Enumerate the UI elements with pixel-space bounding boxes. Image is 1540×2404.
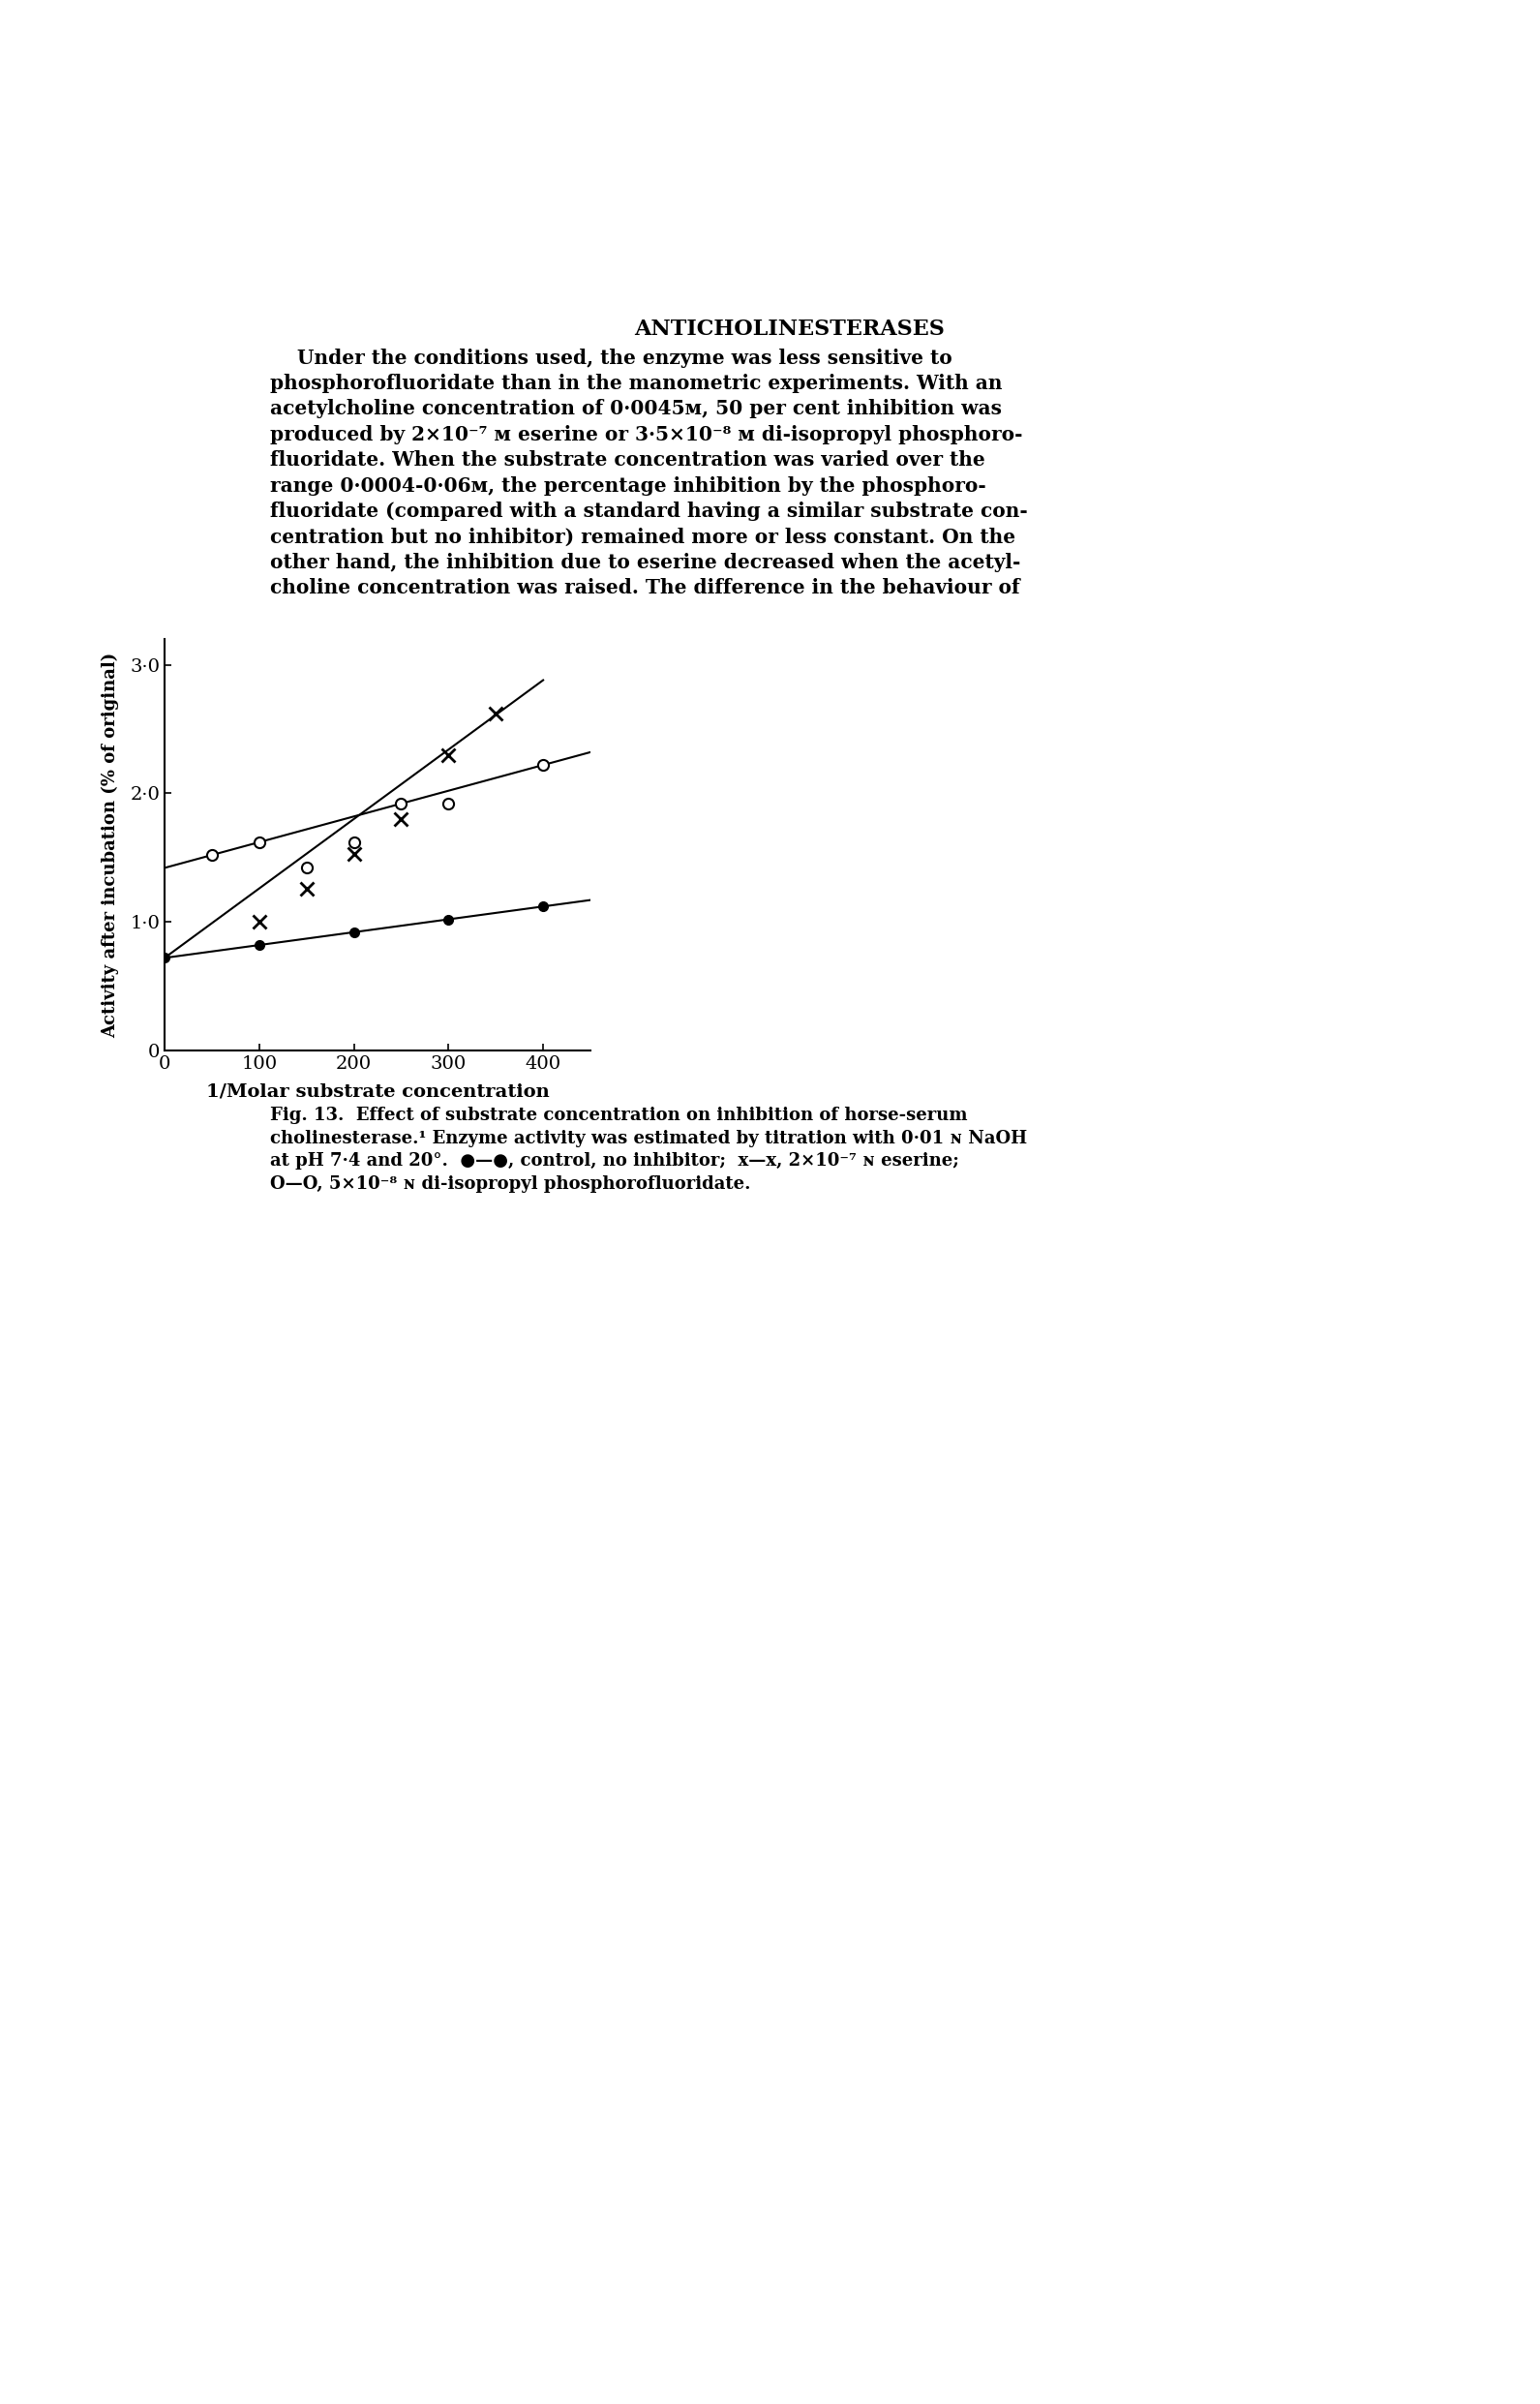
Y-axis label: Activity after incubation (% of original): Activity after incubation (% of original… (102, 651, 119, 1039)
Text: ANTICHOLINESTERASES: ANTICHOLINESTERASES (634, 317, 944, 339)
Text: Under the conditions used, the enzyme was less sensitive to
phosphorofluoridate : Under the conditions used, the enzyme wa… (269, 349, 1027, 599)
X-axis label: 1/Molar substrate concentration: 1/Molar substrate concentration (206, 1084, 550, 1101)
Text: Fig. 13.  Effect of substrate concentration on inhibition of horse-serum
choline: Fig. 13. Effect of substrate concentrati… (269, 1106, 1027, 1192)
